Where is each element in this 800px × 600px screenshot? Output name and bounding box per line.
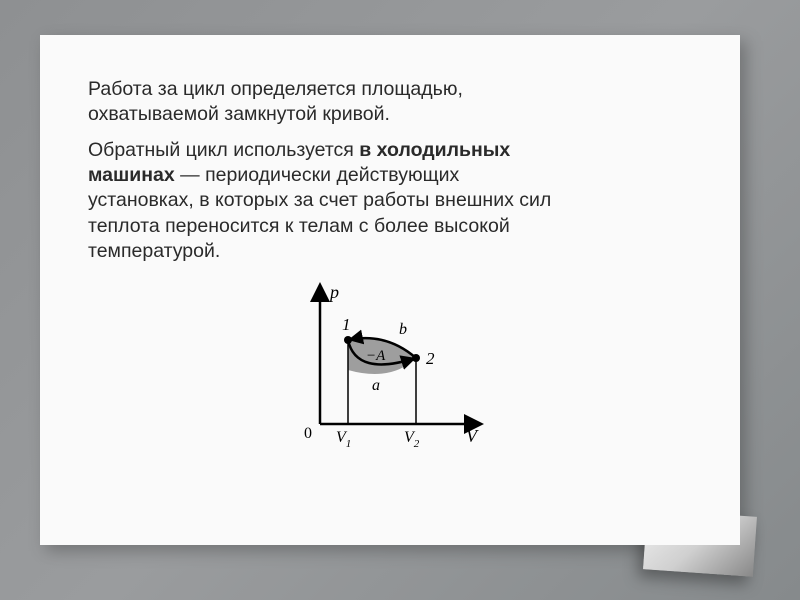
p2-part2: — периодически действующих <box>175 164 460 186</box>
p1-line2: охватываемой замкнутой кривой. <box>88 103 390 125</box>
diagram-wrapper: p V 0 1 2 b a −A V1 V2 <box>88 282 684 462</box>
point-1 <box>344 336 352 344</box>
slide: Работа за цикл определяется площадью, ох… <box>40 35 740 545</box>
x-tick1: V1 <box>336 429 351 450</box>
slide-container: Работа за цикл определяется площадью, ох… <box>40 35 760 565</box>
p2-bold1: в холодильных <box>359 139 510 161</box>
x-axis-label: V <box>466 426 479 446</box>
point-2 <box>412 354 420 362</box>
p2-line5: температурой. <box>88 240 220 262</box>
origin-label: 0 <box>304 425 312 442</box>
x-tick2: V2 <box>404 429 420 450</box>
p1-line1: Работа за цикл определяется площадью, <box>88 78 463 100</box>
p2-line3: установках, в которых за счет работы вне… <box>88 189 551 211</box>
curve-b-label: b <box>399 321 407 338</box>
y-axis-label: p <box>328 282 339 302</box>
p2-line4: теплота переносится к телам с более высо… <box>88 215 510 237</box>
paragraph-1: Работа за цикл определяется площадью, ох… <box>88 77 684 128</box>
p2-bold2: машинах <box>88 164 175 186</box>
pv-diagram: p V 0 1 2 b a −A V1 V2 <box>286 282 486 462</box>
point1-label: 1 <box>342 315 351 334</box>
curve-a-label: a <box>372 377 380 394</box>
point2-label: 2 <box>426 349 435 368</box>
p2-part1: Обратный цикл используется <box>88 139 359 161</box>
paragraph-2: Обратный цикл используется в холодильных… <box>88 138 684 265</box>
area-label: −A <box>366 348 386 364</box>
